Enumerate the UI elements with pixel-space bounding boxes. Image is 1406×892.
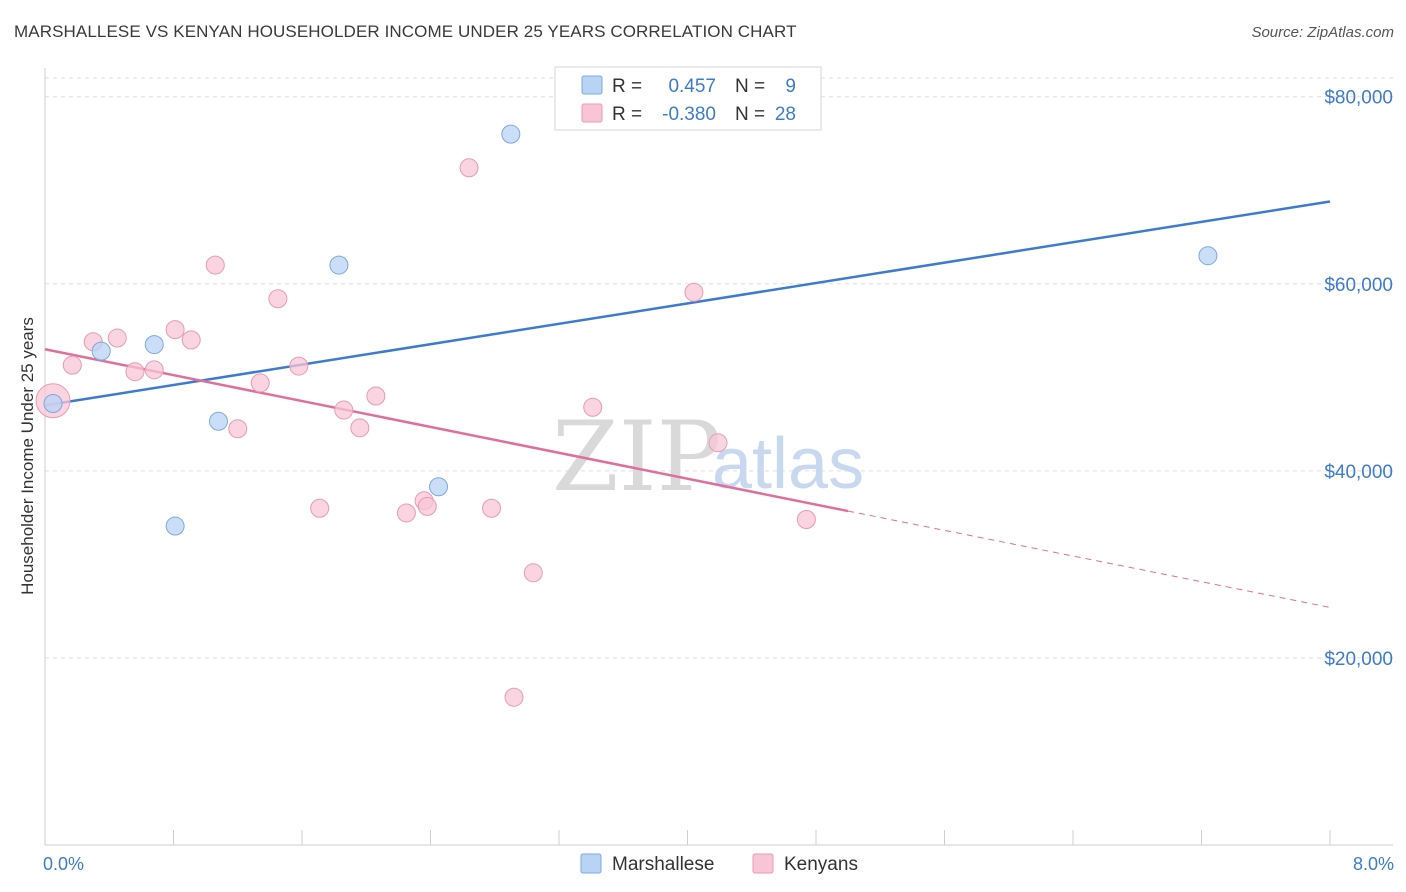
y-axis-label: Householder Income Under 25 years — [18, 317, 37, 595]
legend-swatch-pink — [581, 103, 603, 123]
point-marshallese — [1198, 246, 1218, 266]
point-kenyans — [310, 498, 330, 518]
point-kenyans — [165, 320, 185, 340]
point-kenyans — [796, 509, 816, 529]
series-legend-label-marshallese: Marshallese — [612, 854, 714, 875]
series-legend-label-kenyans: Kenyans — [784, 854, 858, 875]
y-tick-label: $20,000 — [1324, 649, 1393, 670]
point-marshallese — [43, 394, 63, 414]
point-kenyans — [228, 419, 248, 439]
point-kenyans — [482, 498, 502, 518]
point-kenyans — [523, 563, 543, 583]
point-kenyans — [268, 289, 288, 309]
point-kenyans — [250, 373, 270, 393]
point-marshallese — [329, 255, 349, 275]
point-kenyans — [417, 496, 437, 516]
legend-r-value-2: -0.380 — [662, 104, 716, 125]
series-legend-swatch-kenyans — [752, 853, 774, 874]
x-tick-label-max: 8.0% — [1353, 854, 1394, 874]
chart-title: MARSHALLESE VS KENYAN HOUSEHOLDER INCOME… — [14, 22, 797, 41]
legend-n-value-1: 9 — [785, 76, 796, 97]
x-tick-marks — [173, 830, 1331, 845]
correlation-legend: R = 0.457 N = 9 R = -0.380 N = 28 — [554, 66, 822, 131]
point-marshallese — [429, 477, 449, 497]
legend-n-value-2: 28 — [775, 104, 796, 125]
point-marshallese — [501, 124, 521, 144]
point-kenyans — [350, 418, 370, 438]
point-kenyans — [181, 330, 201, 350]
trend-line-kenyans — [44, 348, 849, 513]
legend-r-label-1: R = — [612, 76, 642, 97]
watermark: ZIP atlas — [552, 401, 864, 513]
series-legend-swatch-marshallese — [580, 853, 602, 874]
point-kenyans — [289, 356, 309, 376]
point-kenyans — [396, 503, 416, 523]
trend-lines — [44, 200, 1331, 608]
point-kenyans — [205, 255, 225, 275]
x-tick-label-min: 0.0% — [43, 854, 84, 874]
chart-source: Source: ZipAtlas.com — [1251, 24, 1394, 41]
trend-line-marshallese — [44, 200, 1331, 407]
series-legend: Marshallese Kenyans — [580, 853, 858, 875]
point-kenyans — [366, 386, 386, 406]
point-kenyans — [583, 397, 603, 417]
legend-r-label-2: R = — [612, 104, 642, 125]
y-tick-label: $40,000 — [1324, 462, 1393, 483]
point-kenyans — [459, 158, 479, 178]
trend-extension-kenyans — [848, 510, 1331, 608]
point-kenyans — [125, 362, 145, 382]
point-marshallese — [91, 341, 111, 361]
legend-swatch-blue — [581, 75, 603, 95]
legend-n-label-2: N = — [735, 104, 765, 125]
y-tick-label: $80,000 — [1324, 88, 1393, 109]
point-marshallese — [165, 516, 185, 536]
axes — [44, 68, 1393, 846]
point-marshallese — [144, 335, 164, 355]
y-tick-label: $60,000 — [1324, 275, 1393, 296]
point-kenyans — [144, 360, 164, 380]
point-kenyans — [504, 687, 524, 707]
point-kenyans — [62, 355, 82, 375]
point-kenyans — [684, 282, 704, 302]
data-points — [35, 124, 1218, 707]
point-kenyans — [107, 328, 127, 348]
point-kenyans — [708, 433, 728, 453]
gridlines — [45, 77, 1393, 659]
legend-r-value-1: 0.457 — [668, 76, 716, 97]
point-kenyans — [334, 400, 354, 420]
legend-n-label-1: N = — [735, 76, 765, 97]
y-tick-labels: $80,000 $60,000 $40,000 $20,000 — [1324, 88, 1393, 670]
watermark-atlas: atlas — [712, 424, 864, 504]
point-marshallese — [208, 411, 228, 431]
